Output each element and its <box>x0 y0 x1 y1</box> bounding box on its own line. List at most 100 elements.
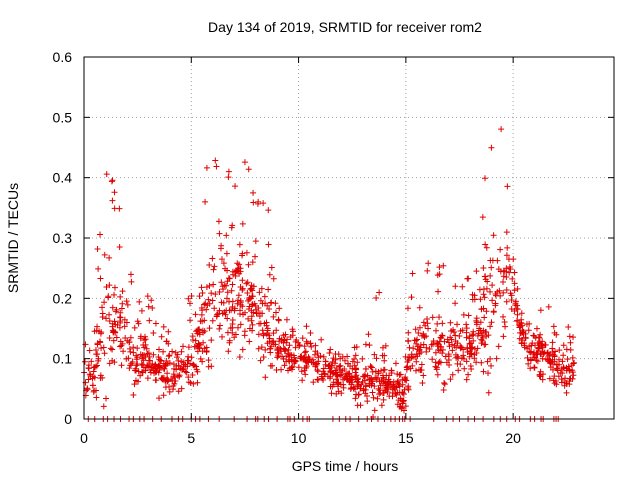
data-point <box>403 364 410 371</box>
data-point <box>344 360 351 367</box>
data-point <box>460 352 467 359</box>
data-point <box>199 318 206 325</box>
data-point <box>197 355 204 362</box>
data-point <box>191 343 198 350</box>
data-point <box>183 369 190 376</box>
data-point <box>198 311 205 318</box>
data-point <box>276 335 283 342</box>
data-point <box>185 374 192 381</box>
data-point <box>237 307 244 314</box>
data-point <box>550 323 557 330</box>
data-point <box>291 360 298 367</box>
data-point <box>146 317 153 324</box>
data-point <box>101 350 108 357</box>
data-point <box>520 328 527 335</box>
data-point <box>96 328 103 335</box>
data-point <box>336 363 343 370</box>
data-point <box>373 376 380 383</box>
data-point <box>94 362 101 369</box>
data-point <box>175 388 182 395</box>
data-point <box>483 244 490 251</box>
data-point <box>152 320 159 327</box>
data-point <box>244 279 251 286</box>
data-point <box>224 289 231 296</box>
data-point <box>237 297 244 304</box>
data-point <box>192 337 199 344</box>
data-point <box>127 362 134 369</box>
data-point <box>255 345 262 352</box>
data-point <box>130 391 137 398</box>
data-point <box>157 358 164 365</box>
data-point <box>299 377 306 384</box>
data-point <box>239 303 246 310</box>
data-point <box>527 365 534 372</box>
data-point <box>542 341 549 348</box>
data-point <box>330 369 337 376</box>
data-point <box>139 369 146 376</box>
data-point <box>397 403 404 410</box>
data-point <box>189 337 196 344</box>
data-point <box>154 365 161 372</box>
data-point <box>289 326 296 333</box>
data-point <box>267 345 274 352</box>
data-point <box>101 251 108 258</box>
data-point <box>457 345 464 352</box>
data-point <box>342 357 349 364</box>
data-point <box>100 403 107 410</box>
data-point <box>509 275 516 282</box>
data-point <box>490 232 497 239</box>
data-point <box>500 333 507 340</box>
data-point <box>405 338 412 345</box>
data-point <box>225 275 232 282</box>
data-point <box>370 394 377 401</box>
data-point <box>415 330 422 337</box>
data-point <box>118 362 125 369</box>
data-point <box>414 343 421 350</box>
data-point <box>202 300 209 307</box>
data-point <box>213 163 220 170</box>
data-point <box>150 351 157 358</box>
data-point <box>563 346 570 353</box>
data-point <box>487 288 494 295</box>
data-point <box>239 220 246 227</box>
data-point <box>514 306 521 313</box>
data-point <box>134 318 141 325</box>
data-point <box>223 282 230 289</box>
data-point <box>209 297 216 304</box>
data-point <box>272 300 279 307</box>
data-point <box>144 293 151 300</box>
data-point <box>514 285 521 292</box>
data-point <box>408 354 415 361</box>
data-point <box>291 354 298 361</box>
data-point <box>257 357 264 364</box>
data-point <box>163 338 170 345</box>
data-point <box>248 313 255 320</box>
data-point <box>170 371 177 378</box>
y-tick-label: 0.2 <box>53 290 73 306</box>
data-point <box>175 362 182 369</box>
data-point <box>161 365 168 372</box>
data-point <box>570 334 577 341</box>
data-point <box>364 372 371 379</box>
data-point <box>358 381 365 388</box>
data-point <box>350 385 357 392</box>
data-point <box>312 342 319 349</box>
data-point <box>98 345 105 352</box>
data-point <box>447 376 454 383</box>
data-point <box>468 351 475 358</box>
data-point <box>551 353 558 360</box>
data-point <box>525 327 532 334</box>
data-point <box>481 314 488 321</box>
data-point <box>353 391 360 398</box>
data-point <box>94 323 101 330</box>
data-point <box>547 360 554 367</box>
data-point <box>275 344 282 351</box>
data-point <box>471 345 478 352</box>
data-point <box>178 385 185 392</box>
data-point <box>498 126 505 133</box>
data-point <box>530 350 537 357</box>
data-point <box>429 356 436 363</box>
data-point <box>533 357 540 364</box>
data-point <box>364 398 371 405</box>
data-point <box>286 342 293 349</box>
